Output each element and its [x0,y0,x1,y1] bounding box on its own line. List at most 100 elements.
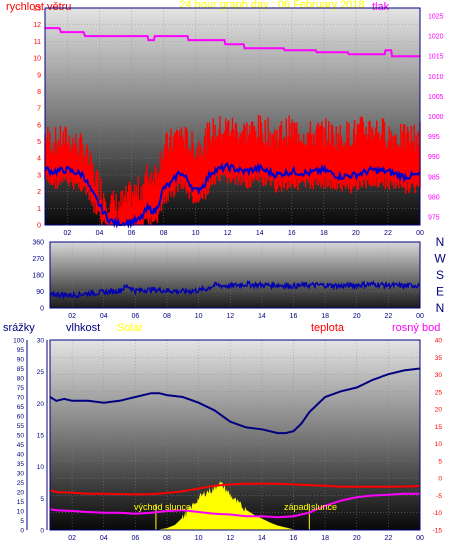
p3-x-tick: 14 [258,535,266,542]
p1-x-tick: 06 [128,230,136,237]
p1-right-tick: 1005 [428,94,444,101]
p2-x-tick: 22 [384,313,392,320]
p3-solar-tick: 20 [37,401,45,408]
panel-3-border [49,339,421,531]
p3-right-tick: 25 [435,389,443,396]
p3-right-tick: 35 [435,355,443,362]
p2-left-tick: 90 [36,289,44,296]
p3-precip-tick: 85 [17,366,25,373]
p1-x-tick: 16 [288,230,296,237]
p1-left-tick: 2 [37,189,41,196]
p3-x-tick: 08 [163,535,171,542]
p1-right-tick: 990 [428,154,440,161]
p1-right-tick: 995 [428,134,440,141]
p3-precip-tick: 40 [17,452,25,459]
p2-left-tick: 270 [32,256,44,263]
p3-precip-tick: 0 [20,528,24,535]
p3-x-tick: 06 [131,535,139,542]
p1-right-tick: 985 [428,174,440,181]
series-layer [44,27,421,530]
p1-x-tick: 04 [96,230,104,237]
p3-x-tick: 04 [100,535,108,542]
p1-left-tick: 4 [37,156,41,163]
p2-x-tick: 10 [195,313,203,320]
p3-solar-tick: 30 [37,338,45,345]
p1-x-tick: 02 [64,230,72,237]
p2-left-tick: 180 [32,273,44,280]
p1-x-tick: 00 [416,230,424,237]
p3-x-tick: 12 [226,535,234,542]
p3-right-tick: -5 [436,493,442,500]
p2-left-tick: 0 [40,306,44,313]
p3-solar-tick: 15 [37,433,45,440]
p2-x-tick: 00 [416,313,424,320]
p3-x-tick: 18 [321,535,329,542]
p2-x-tick: 18 [321,313,329,320]
p1-right-tick: 1015 [428,54,444,61]
p1-left-tick: 7 [37,106,41,113]
p1-right-tick: 1025 [428,14,444,21]
wind-direction-series [49,279,420,301]
p2-x-tick: 02 [68,313,76,320]
p3-right-tick: 20 [435,407,443,414]
p3-x-tick: 02 [68,535,76,542]
p3-solar-tick: 5 [40,496,44,503]
p1-left-tick: 6 [37,122,41,129]
p2-compass-tick: W [434,252,446,266]
p1-x-tick: 22 [384,230,392,237]
p3-right-tick: 5 [438,458,442,465]
p2-x-tick: 04 [100,313,108,320]
p3-right-tick: 40 [435,338,443,345]
pressure-series [45,27,420,58]
p3-precip-tick: 10 [17,509,25,516]
p1-x-tick: 14 [256,230,264,237]
panel-2-border [49,241,421,309]
p3-x-tick: 16 [290,535,298,542]
temperature-label: teplota [311,322,345,334]
p3-right-tick: -10 [433,510,443,517]
humidity-label: vlhkost [66,322,100,334]
panel-1-border [44,7,421,226]
solar-series [155,481,310,530]
p3-precip-tick: 25 [17,480,25,487]
p1-x-tick: 18 [320,230,328,237]
sunrise-label: východ slunce [134,502,191,512]
p3-solar-tick: 10 [37,464,45,471]
p1-x-tick: 12 [224,230,232,237]
dewpoint-label: rosný bod [392,322,440,334]
p1-left-tick: 8 [37,89,41,96]
p3-right-tick: -15 [433,528,443,535]
p3-precip-tick: 15 [17,499,25,506]
p1-left-tick: 1 [37,206,41,213]
p3-precip-tick: 35 [17,461,25,468]
p2-x-tick: 06 [131,313,139,320]
p2-x-tick: 14 [258,313,266,320]
p1-right-tick: 1020 [428,34,444,41]
p1-right-tick: 975 [428,214,440,221]
p3-right-tick: 15 [435,424,443,431]
p2-left-tick: 360 [32,240,44,247]
humidity-series [49,367,421,435]
p3-right-tick: 0 [438,476,442,483]
precip-label: srážky [3,322,35,334]
p3-precip-tick: 95 [17,347,25,354]
p2-x-tick: 20 [353,313,361,320]
p3-x-tick: 00 [416,535,424,542]
p1-left-tick: 13 [33,6,41,13]
p3-x-tick: 10 [195,535,203,542]
p1-x-tick: 20 [352,230,360,237]
p1-left-tick: 9 [37,72,41,79]
p2-compass-tick: N [436,235,445,249]
p1-left-tick: 10 [33,56,41,63]
dewpoint-series [49,492,420,519]
p3-precip-tick: 60 [17,414,25,421]
p3-x-tick: 22 [384,535,392,542]
p2-x-tick: 08 [163,313,171,320]
wind-speed-label: rychlost větru [6,1,71,13]
p3-right-tick: 30 [435,372,443,379]
p3-x-tick: 20 [353,535,361,542]
p1-left-tick: 3 [37,172,41,179]
p3-precip-tick: 70 [17,395,25,402]
wind-average-series [44,162,421,229]
